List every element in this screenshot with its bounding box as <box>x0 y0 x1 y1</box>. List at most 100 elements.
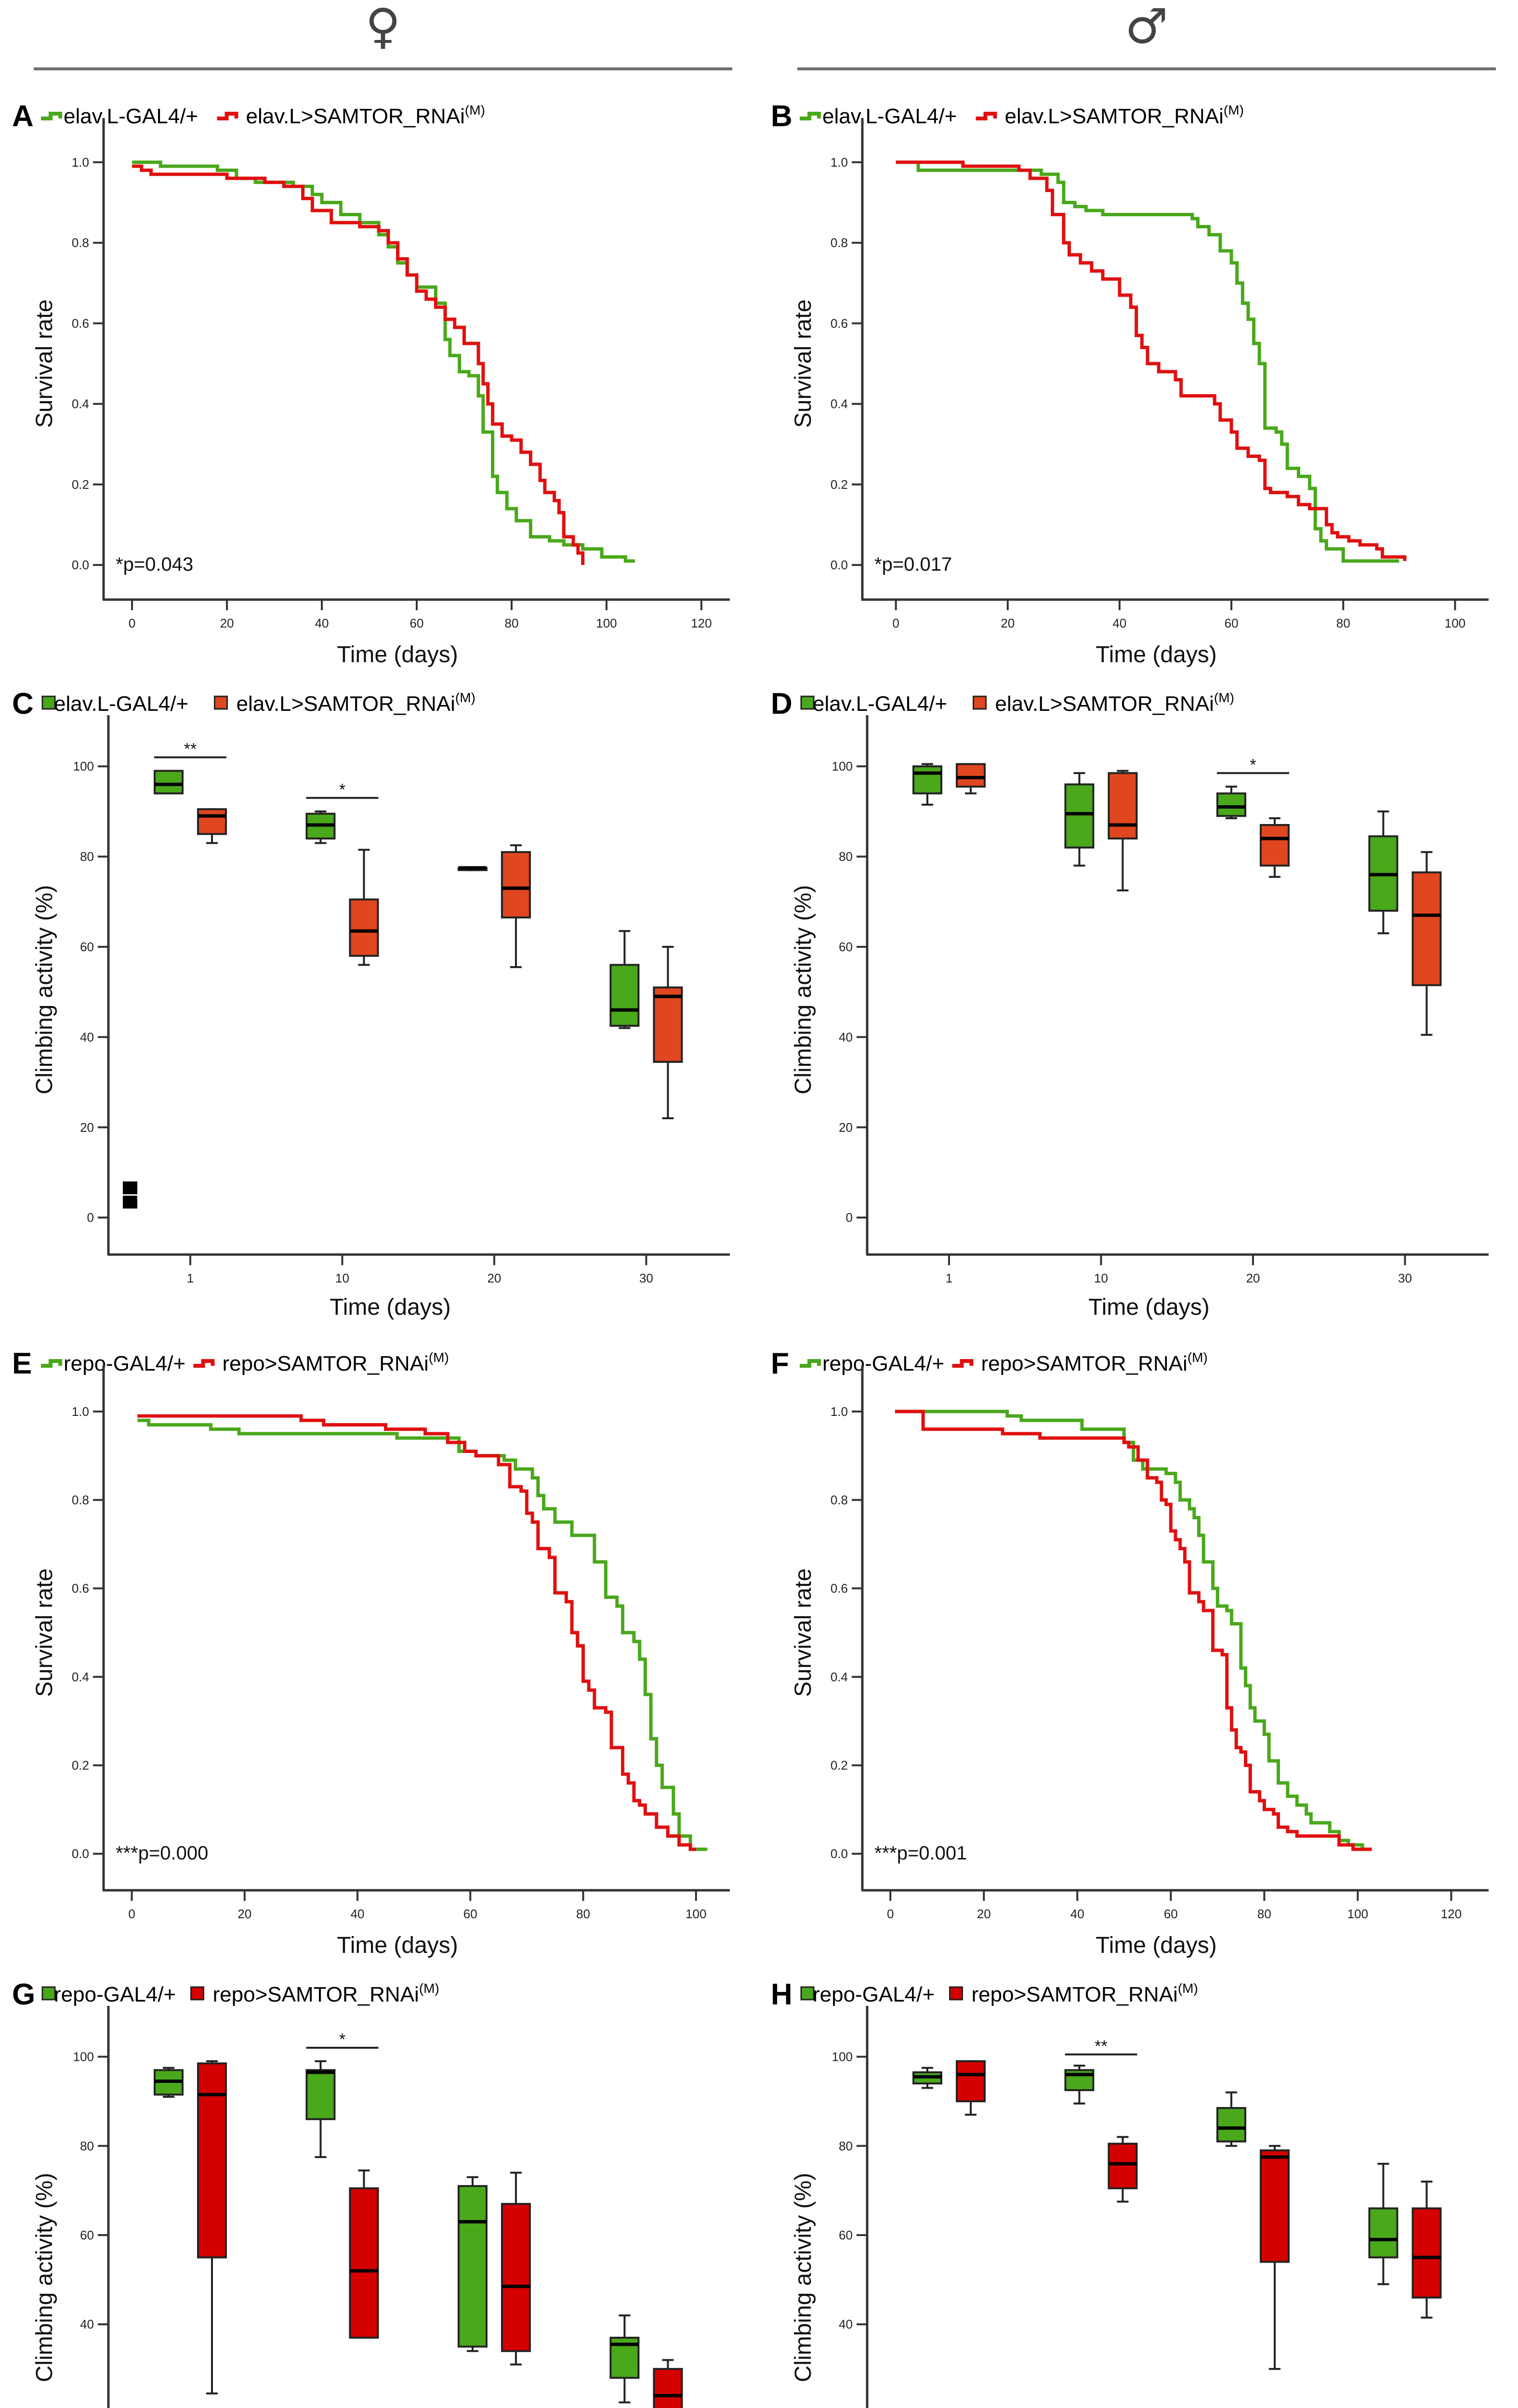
y-tick-label: 80 <box>80 2139 94 2153</box>
y-tick-label: 40 <box>80 2317 94 2331</box>
box-iqr <box>457 2185 488 2348</box>
legend-label-text: repo>SAMTOR_RNAi <box>972 1983 1178 2006</box>
legend-label-text: repo>SAMTOR_RNAi <box>213 1983 419 2006</box>
y-axis-title: Survival rate <box>32 1569 57 1697</box>
significance-label: ** <box>1095 2037 1107 2055</box>
legend-label-series-2: elav.L>SAMTOR_RNAi(M) <box>995 690 1234 716</box>
box-iqr <box>501 851 531 919</box>
x-tick-label: 20 <box>487 1271 501 1285</box>
legend-label-series-2: repo>SAMTOR_RNAi(M) <box>223 1350 449 1375</box>
legend-line-icon-series-1 <box>800 1359 821 1368</box>
x-tick-label: 10 <box>1094 1271 1108 1285</box>
x-axis-title: Time (days) <box>1088 1295 1210 1320</box>
box-iqr <box>1108 772 1138 840</box>
box-iqr <box>1412 871 1442 986</box>
y-tick-label: 0.0 <box>72 1846 89 1861</box>
y-axis-title: Climbing activity (%) <box>791 885 816 1095</box>
significance-label: * <box>339 2030 345 2049</box>
legend-swatch-icon-series-1 <box>41 1986 56 2001</box>
x-tick-label: 0 <box>887 1907 894 1921</box>
male-header: ♂ <box>797 0 1496 72</box>
box-iqr <box>197 808 227 835</box>
y-tick-label: 40 <box>80 1030 94 1044</box>
x-tick-label: 30 <box>639 1271 653 1285</box>
p-value-annotation: ***p=0.000 <box>116 1843 208 1864</box>
legend-swatch-icon-series-1 <box>800 695 815 710</box>
legend-line-icon-series-2 <box>193 1359 215 1368</box>
legend-label-series-1: repo-GAL4/+ <box>813 1983 935 2006</box>
x-tick-label: 0 <box>129 616 135 630</box>
legend-swatch-icon-series-1 <box>41 695 56 710</box>
panel-label: D <box>771 687 792 720</box>
y-axis-title: Survival rate <box>791 1569 816 1697</box>
legend-line-icon-series-2 <box>976 112 997 120</box>
box-iqr <box>1368 2207 1399 2259</box>
box-iqr <box>1216 792 1246 817</box>
x-tick-label: 60 <box>410 616 424 630</box>
y-tick-label: 0.2 <box>72 1758 89 1772</box>
y-tick-label: 100 <box>832 2050 853 2064</box>
legend-label-series-2: repo>SAMTOR_RNAi(M) <box>213 1981 439 2006</box>
legend-label-superscript: (M) <box>1224 103 1244 118</box>
y-tick-label: 0.2 <box>831 477 848 492</box>
x-tick-label: 80 <box>505 616 519 630</box>
y-tick-label: 0.6 <box>831 316 848 330</box>
significance-label: * <box>1250 756 1256 774</box>
box-iqr <box>912 765 942 795</box>
legend-label-superscript: (M) <box>1188 1350 1208 1365</box>
box-iqr <box>501 2203 531 2352</box>
y-tick-label: 100 <box>832 759 853 773</box>
legend-label-superscript: (M) <box>465 103 485 118</box>
legend-swatch-icon-series-1 <box>800 1986 815 2001</box>
box-iqr <box>653 986 683 1063</box>
significance-label: ** <box>184 740 197 758</box>
panel-label: A <box>12 100 34 133</box>
y-tick-label: 80 <box>80 850 94 864</box>
y-axis-title: Climbing activity (%) <box>791 2173 816 2382</box>
male-header-divider <box>797 67 1496 70</box>
box-iqr <box>1259 2149 1290 2263</box>
y-tick-label: 20 <box>839 1120 853 1135</box>
legend-label-superscript: (M) <box>1214 690 1234 705</box>
survival-curve-series-2 <box>137 1414 696 1851</box>
p-value-annotation: ***p=0.001 <box>874 1843 967 1864</box>
legend-label-superscript: (M) <box>429 1350 449 1365</box>
y-axis-title: Climbing activity (%) <box>32 2173 57 2382</box>
legend-label-text: elav.L>SAMTOR_RNAi <box>1005 105 1224 128</box>
x-tick-label: 40 <box>315 616 329 630</box>
y-tick-label: 1.0 <box>831 155 848 170</box>
y-axis-title: Survival rate <box>32 300 57 428</box>
panel-h-chart: Hrepo-GAL4/+repo>SAMTOR_RNAi(M)020406080… <box>771 1978 1442 2408</box>
legend-label-superscript: (M) <box>455 690 475 705</box>
y-tick-label: 0.4 <box>831 397 848 411</box>
survival-curve-series-1 <box>896 160 1399 563</box>
panel-g: Grepo-GAL4/+repo>SAMTOR_RNAi(M)020406080… <box>0 1965 759 2408</box>
x-tick-label: 120 <box>691 616 712 630</box>
x-tick-label: 100 <box>1445 616 1465 630</box>
legend-label-series-1: elav.L-GAL4/+ <box>813 692 947 716</box>
legend-line-icon-series-2 <box>217 112 238 120</box>
x-axis-title: Time (days) <box>1096 1933 1217 1958</box>
y-tick-label: 100 <box>73 759 94 773</box>
x-tick-label: 1 <box>946 1271 952 1285</box>
panel-label: H <box>771 1978 792 2011</box>
female-header-divider <box>34 67 732 70</box>
y-tick-label: 0.0 <box>831 1846 848 1861</box>
y-tick-label: 40 <box>839 1030 853 1044</box>
box-iqr <box>349 2187 379 2339</box>
significance-label: * <box>339 781 345 799</box>
y-tick-label: 0.0 <box>72 558 89 572</box>
x-tick-label: 120 <box>1441 1907 1462 1921</box>
x-axis-title: Time (days) <box>337 642 458 667</box>
x-tick-label: 60 <box>1164 1907 1178 1921</box>
box-iqr <box>653 2368 683 2408</box>
y-tick-label: 0 <box>87 1210 94 1225</box>
panel-g-chart: Grepo-GAL4/+repo>SAMTOR_RNAi(M)020406080… <box>12 1978 683 2408</box>
x-tick-label: 100 <box>1347 1907 1368 1921</box>
x-tick-label: 80 <box>576 1907 590 1921</box>
